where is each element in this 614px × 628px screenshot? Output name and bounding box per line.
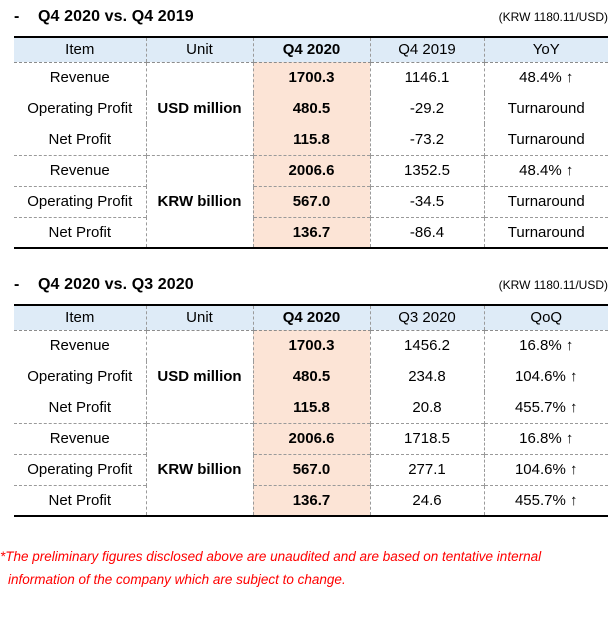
cell-change: 16.8% ↑ [483,422,608,454]
table-row: Revenue KRW billion 2006.6 1352.5 48.4% … [14,154,608,248]
cell-item: Operating Profit [27,368,133,385]
cell-item: Operating Profit [14,185,146,217]
table-row: Net Profit 136.7 24.6 455.7% ↑ [14,484,608,516]
cell-unit: USD million [145,62,253,155]
cell-change: 48.4% ↑ [483,154,608,186]
section-title: Q4 2020 vs. Q4 2019 [38,8,194,25]
cell-current: 136.7 [252,484,370,516]
cell-change: Turnaround [483,124,608,155]
cell-current: 567.0 [252,453,370,485]
table-row: Operating Profit 567.0 277.1 104.6% ↑ [14,453,608,485]
col-header-q4-2020: Q4 2020 [252,305,370,331]
cell-current: 115.8 [252,392,370,423]
col-header-qoq: QoQ [483,305,608,331]
comparison-table-qoq: Item Unit Q4 2020 Q3 2020 QoQ Revenue US… [14,304,608,517]
cell-change: 48.4% ↑ [483,62,608,93]
table-row: Revenue USD million 1700.3 1146.1 48.4% … [14,62,608,155]
cell-current: 480.5 [252,93,370,124]
cell-unit: KRW billion [145,422,253,516]
cell-change: 104.6% ↑ [483,453,608,485]
disclaimer-footnote: *The preliminary figures disclosed above… [0,545,614,591]
cell-item: Revenue [49,337,110,355]
cell-prior: 1146.1 [369,62,484,93]
cell-current: 136.7 [252,216,370,248]
cell-prior: -29.2 [369,93,484,124]
cell-prior: 1352.5 [369,154,484,186]
cell-current: 480.5 [252,361,370,392]
table-row: Revenue KRW billion 2006.6 1718.5 16.8% … [14,422,608,516]
cell-item: Revenue [14,422,146,454]
cell-current: 567.0 [252,185,370,217]
cell-prior: 1718.5 [369,422,484,454]
cell-change: 104.6% ↑ [483,361,608,392]
cell-item: Net Profit [14,216,146,248]
header-row: Item Unit Q4 2020 Q3 2020 QoQ [14,305,608,331]
table-row: Net Profit 136.7 -86.4 Turnaround [14,216,608,248]
col-header-yoy: YoY [483,37,608,63]
cell-prior: 20.8 [369,392,484,423]
table-row: Operating Profit 567.0 -34.5 Turnaround [14,185,608,217]
col-header-item: Item [14,37,146,63]
table-row: Net Profit 115.8 20.8 455.7% ↑ [14,392,608,423]
cell-unit: KRW billion [145,154,253,248]
cell-item: Net Profit [48,398,112,416]
header-row: Item Unit Q4 2020 Q4 2019 YoY [14,37,608,63]
cell-change: Turnaround [483,216,608,248]
disclaimer-line-2: information of the company which are sub… [8,572,346,587]
cell-item: Operating Profit [27,100,133,117]
cell-prior: 24.6 [369,484,484,516]
table-row: Operating Profit 480.5 234.8 104.6% ↑ [14,361,608,392]
col-header-item: Item [14,305,146,331]
col-header-unit: Unit [145,305,253,331]
section-title-row: - Q4 2020 vs. Q3 2020 (KRW 1180.11/USD) [14,276,608,294]
cell-change: Turnaround [483,185,608,217]
cell-current: 115.8 [252,124,370,155]
cell-prior: 1456.2 [369,330,484,361]
cell-item: Revenue [49,69,110,87]
cell-change: 16.8% ↑ [483,330,608,361]
cell-current: 2006.6 [252,422,370,454]
cell-unit: USD million [145,330,253,423]
exchange-rate-note: (KRW 1180.11/USD) [498,278,608,292]
cell-item: Net Profit [48,130,112,148]
col-header-unit: Unit [145,37,253,63]
cell-change: 455.7% ↑ [483,392,608,423]
cell-current: 1700.3 [252,62,370,93]
cell-prior: 234.8 [369,361,484,392]
table-row: Revenue USD million 1700.3 1456.2 16.8% … [14,330,608,423]
cell-item: Net Profit [14,484,146,516]
cell-prior: -86.4 [369,216,484,248]
cell-item: Revenue [14,154,146,186]
comparison-block-yoy: - Q4 2020 vs. Q4 2019 (KRW 1180.11/USD) … [14,8,608,249]
col-header-q4-2020: Q4 2020 [252,37,370,63]
title-bullet: - [14,8,20,25]
cell-current: 2006.6 [252,154,370,186]
col-header-q4-2019: Q4 2019 [369,37,484,63]
cell-current: 1700.3 [252,330,370,361]
cell-item: Operating Profit [14,453,146,485]
cell-prior: -34.5 [369,185,484,217]
cell-prior: -73.2 [369,124,484,155]
comparison-table-yoy: Item Unit Q4 2020 Q4 2019 YoY Revenue US… [14,36,608,249]
section-title-row: - Q4 2020 vs. Q4 2019 (KRW 1180.11/USD) [14,8,608,26]
disclaimer-line-1: *The preliminary figures disclosed above… [0,549,542,564]
cell-change: 455.7% ↑ [483,484,608,516]
page-content: - Q4 2020 vs. Q4 2019 (KRW 1180.11/USD) … [14,8,608,517]
comparison-block-qoq: - Q4 2020 vs. Q3 2020 (KRW 1180.11/USD) … [14,276,608,517]
cell-prior: 277.1 [369,453,484,485]
exchange-rate-note: (KRW 1180.11/USD) [498,10,608,24]
table-row: Net Profit 115.8 -73.2 Turnaround [14,124,608,155]
title-bullet: - [14,276,20,293]
col-header-q3-2020: Q3 2020 [369,305,484,331]
section-title: Q4 2020 vs. Q3 2020 [38,276,194,293]
cell-change: Turnaround [483,93,608,124]
table-row: Operating Profit 480.5 -29.2 Turnaround [14,93,608,124]
